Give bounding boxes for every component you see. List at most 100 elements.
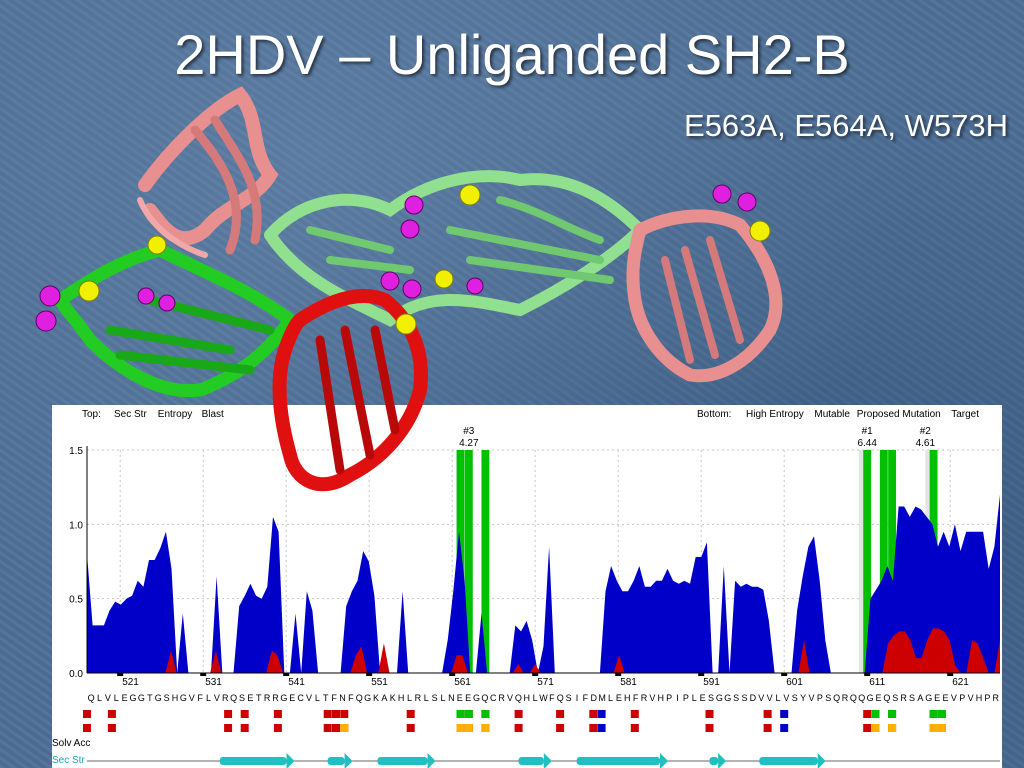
x-tick-label: 601: [786, 677, 803, 688]
sequence-letter: P: [683, 693, 689, 703]
x-tick-mark: [117, 673, 124, 676]
sequence-letter: R: [993, 693, 1000, 703]
sequence-letter: G: [138, 693, 145, 703]
sequence-letter: T: [147, 693, 153, 703]
chain-salmon-right: [626, 209, 783, 383]
mutable-mark: [332, 710, 340, 718]
mutable-mark: [763, 724, 772, 732]
annotation-value: 4.27: [459, 438, 479, 449]
annotation-rank: #2: [920, 426, 932, 437]
target-mark: [340, 724, 349, 732]
sequence-letter: E: [876, 693, 882, 703]
x-tick-label: 521: [122, 677, 139, 688]
sequence-letter: P: [817, 693, 823, 703]
mutable-mark: [107, 710, 116, 718]
target-mark: [464, 724, 473, 732]
legend-top-item: Sec Str: [114, 409, 147, 420]
legend-bottom-item: Target: [951, 409, 979, 420]
slide-subtitle: E563A, E564A, W573H: [684, 108, 1008, 143]
x-tick-label: 551: [371, 677, 388, 688]
sequence-letter: S: [742, 693, 748, 703]
sequence-letter: T: [256, 693, 262, 703]
sequence-letter: W: [539, 693, 548, 703]
mutable-mark: [514, 710, 523, 718]
sequence-letter: M: [598, 693, 606, 703]
legend-bottom-item: Mutable: [814, 409, 850, 420]
sequence-letter: G: [130, 693, 137, 703]
secstr-arrowhead: [660, 753, 668, 768]
sequence-letter: Q: [481, 693, 488, 703]
residue-marks: [83, 710, 946, 732]
x-tick-mark: [366, 673, 373, 676]
secstr-arrowhead: [427, 753, 436, 768]
x-tick-label: 591: [703, 677, 720, 688]
proposed-mutation-bar: [863, 450, 872, 673]
sequence-letter: R: [842, 693, 849, 703]
sequence-letter: S: [892, 693, 898, 703]
sequence-letter: F: [348, 693, 354, 703]
x-tick-mark: [864, 673, 871, 676]
x-tick-mark: [532, 673, 539, 676]
sequence-letter: P: [984, 693, 990, 703]
x-tick-label: 571: [537, 677, 554, 688]
mutable-mark: [323, 724, 332, 732]
sequence-letter: H: [976, 693, 983, 703]
annotation-rank: #3: [463, 426, 475, 437]
proposed-mark: [871, 710, 880, 718]
secstr-segment: [518, 757, 544, 765]
secstr-segment: [219, 757, 287, 765]
sequence-letter: R: [222, 693, 229, 703]
sequence-letter: V: [105, 693, 111, 703]
sequence-letter: L: [206, 693, 211, 703]
sequence-letter: F: [331, 693, 337, 703]
sequence-letter: E: [616, 693, 622, 703]
sequence-letter: G: [867, 693, 874, 703]
sequence-letter: E: [289, 693, 295, 703]
target-mark: [871, 724, 880, 732]
sequence-letter: V: [214, 693, 220, 703]
sequence-letter: V: [783, 693, 789, 703]
sequence-letter: H: [624, 693, 631, 703]
sequence-letter: S: [792, 693, 798, 703]
x-tick-mark: [947, 673, 954, 676]
sequence-letter: S: [825, 693, 831, 703]
sequence-letter: Q: [833, 693, 840, 703]
chain-red-center: [272, 289, 428, 492]
x-axis-labels: 521 531 541 551 561 571 581 591 601 611 621: [117, 673, 969, 688]
mutable-mark: [83, 710, 91, 718]
sequence-letter: V: [809, 693, 815, 703]
sequence-letter: L: [114, 693, 119, 703]
sequence-letter: N: [448, 693, 455, 703]
sequence-letter: K: [390, 693, 396, 703]
mutable-mark: [863, 710, 872, 718]
sequence-letter: G: [724, 693, 731, 703]
sequence-letter: E: [943, 693, 949, 703]
mutable-area: [87, 628, 1000, 673]
sequence-letter: G: [716, 693, 723, 703]
chain-green-left: [53, 243, 299, 398]
x-tick-mark: [283, 673, 290, 676]
secstr-segment: [759, 757, 818, 765]
proposed-mark: [888, 710, 897, 718]
sequence-letter: V: [189, 693, 195, 703]
y-tick-label: 1.0: [69, 520, 83, 531]
secstr-segment: [709, 757, 719, 765]
legend-bottom-item: High Entropy: [746, 409, 804, 420]
mutable-mark: [240, 710, 249, 718]
secstr-arrowhead: [344, 753, 353, 768]
sequence-letter: L: [424, 693, 429, 703]
mutable-mark: [273, 724, 282, 732]
slide-title: 2HDV – Unliganded SH2-B: [174, 23, 850, 86]
y-axis-labels: 1.5 1.0 0.5 0.0: [69, 446, 83, 680]
sequence-letter: F: [549, 693, 555, 703]
x-tick-label: 531: [205, 677, 222, 688]
sequence-letter: H: [172, 693, 179, 703]
sequence-letter: F: [583, 693, 589, 703]
sequence-letter: F: [197, 693, 203, 703]
sequence-letter: Y: [800, 693, 806, 703]
sequence-letter: Q: [515, 693, 522, 703]
sequence-letter: R: [641, 693, 648, 703]
sequence-letter: T: [323, 693, 329, 703]
sequence-letter: E: [465, 693, 471, 703]
